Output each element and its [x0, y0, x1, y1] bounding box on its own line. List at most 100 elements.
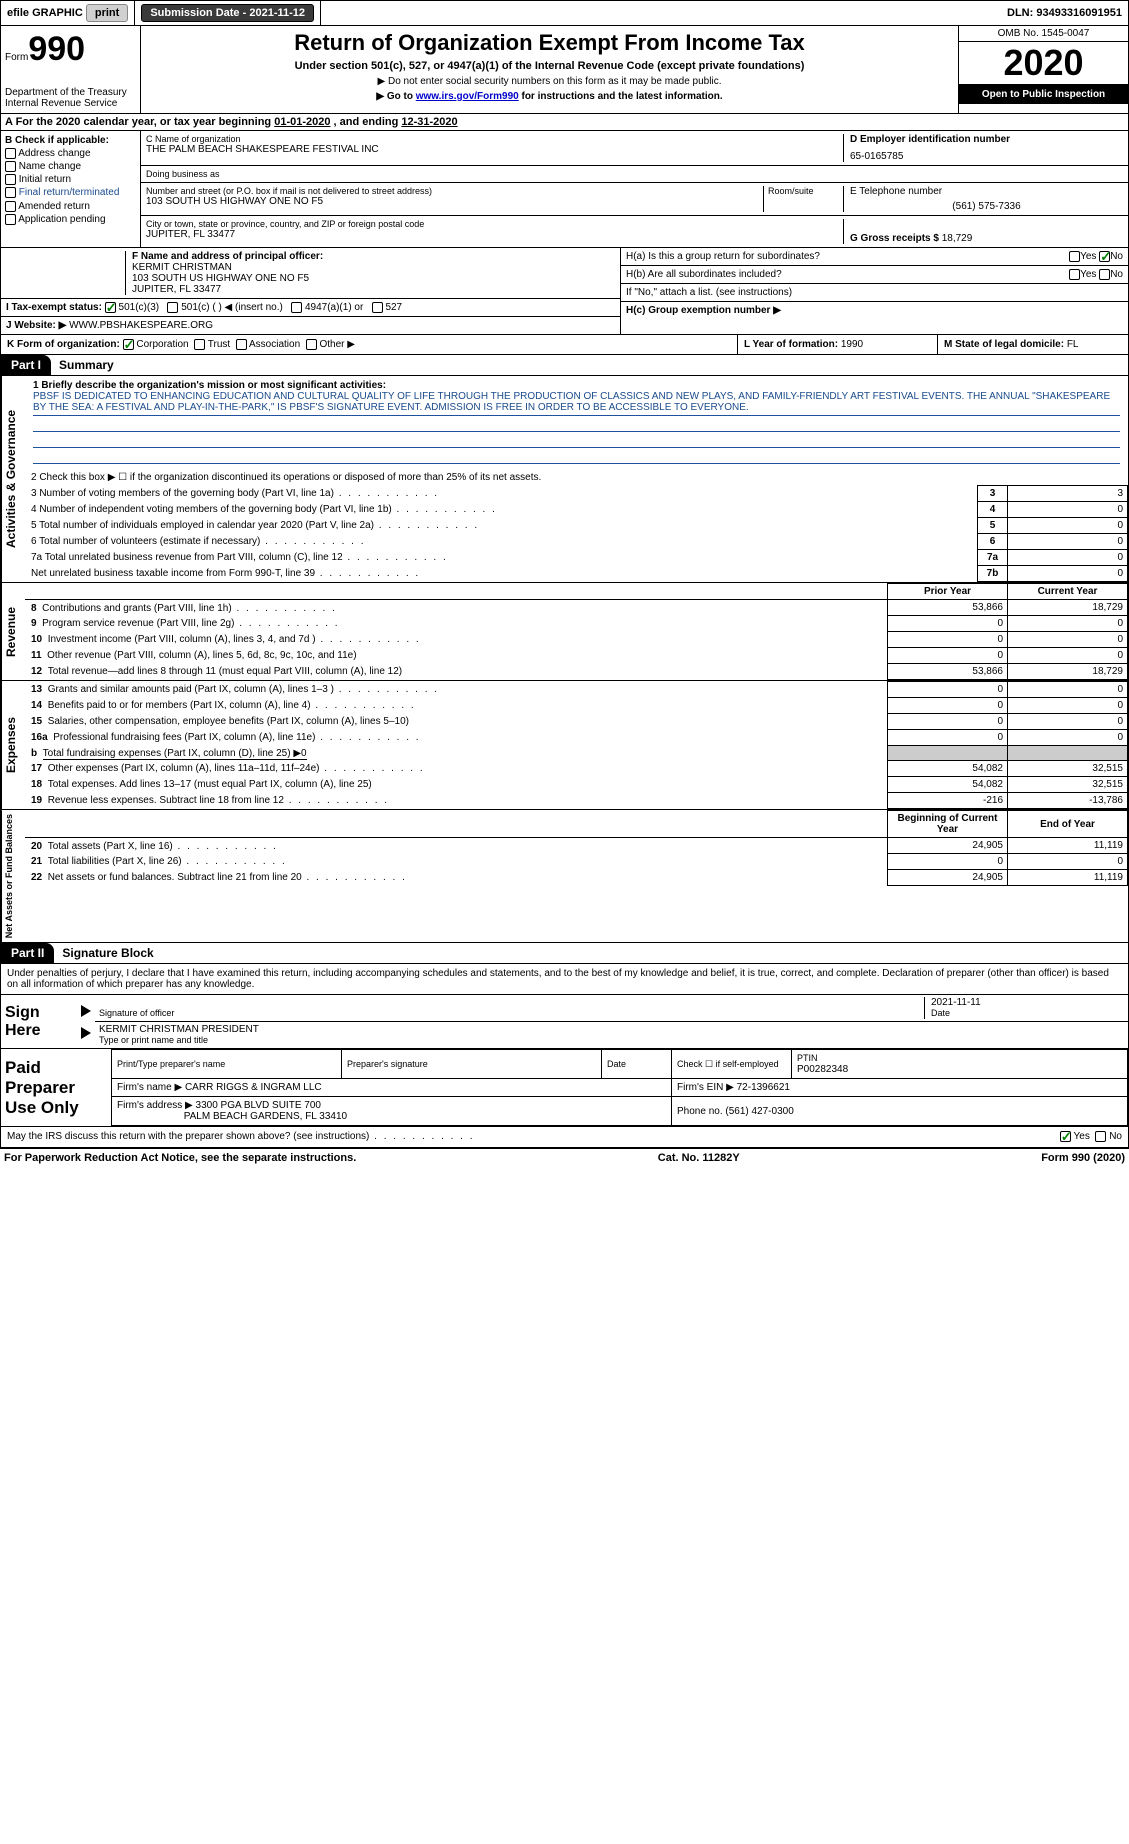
governance-section: Activities & Governance 1 Briefly descri…	[1, 376, 1128, 583]
irs-link[interactable]: www.irs.gov/Form990	[416, 91, 519, 102]
signature-block: Under penalties of perjury, I declare th…	[0, 964, 1129, 1147]
submission-date-button[interactable]: Submission Date - 2021-11-12	[141, 4, 314, 22]
form-of-org: K Form of organization: Corporation Trus…	[1, 335, 738, 354]
vlabel-netassets: Net Assets or Fund Balances	[1, 810, 25, 942]
print-button[interactable]: print	[86, 4, 128, 22]
paid-preparer-row: Paid Preparer Use Only Print/Type prepar…	[1, 1049, 1128, 1126]
cb-501c[interactable]	[167, 302, 178, 313]
line2: 2 Check this box ▶ ☐ if the organization…	[25, 470, 1128, 486]
line7b-label: Net unrelated business taxable income fr…	[25, 566, 978, 582]
section-b: B Check if applicable: Address change Na…	[1, 131, 141, 247]
cb-name-change[interactable]: Name change	[5, 161, 136, 172]
tax-year: 2020	[959, 42, 1128, 85]
entity-block: B Check if applicable: Address change Na…	[0, 131, 1129, 248]
cb-application-pending[interactable]: Application pending	[5, 214, 136, 225]
table-row: 13 Grants and similar amounts paid (Part…	[25, 682, 1128, 698]
street-cell: Number and street (or P.O. box if mail i…	[146, 186, 843, 212]
officer-name-title: KERMIT CHRISTMAN PRESIDENT	[99, 1024, 259, 1035]
table-row: b Total fundraising expenses (Part IX, c…	[25, 746, 1128, 761]
cb-501c3[interactable]	[105, 302, 116, 313]
line5-value: 0	[1008, 518, 1128, 534]
state-domicile: M State of legal domicile: FL	[938, 335, 1128, 354]
tax-exempt-status: I Tax-exempt status: 501(c)(3) 501(c) ( …	[1, 299, 620, 317]
line5-label: 5 Total number of individuals employed i…	[25, 518, 978, 534]
omb-number: OMB No. 1545-0047	[959, 26, 1128, 42]
cb-initial-return[interactable]: Initial return	[5, 174, 136, 185]
cb-trust[interactable]	[194, 339, 205, 350]
line3-value: 3	[1008, 486, 1128, 502]
org-name-cell: C Name of organization THE PALM BEACH SH…	[146, 134, 843, 162]
vlabel-revenue: Revenue	[1, 583, 25, 680]
group-exemption-row: H(c) Group exemption number ▶	[621, 302, 1128, 319]
penalty-statement: Under penalties of perjury, I declare th…	[1, 964, 1128, 995]
expenses-section: Expenses 13 Grants and similar amounts p…	[1, 681, 1128, 810]
summary-body: Activities & Governance 1 Briefly descri…	[0, 376, 1129, 943]
cb-4947[interactable]	[291, 302, 302, 313]
phone-value: (561) 575-7336	[850, 201, 1123, 212]
cb-discuss-no[interactable]	[1095, 1131, 1106, 1142]
firm-name: CARR RIGGS & INGRAM LLC	[185, 1082, 322, 1093]
arrow-icon	[81, 1027, 91, 1039]
part1-title: Summary	[51, 355, 122, 375]
website-row: J Website: ▶ WWW.PBSHAKESPEARE.ORG	[1, 317, 620, 334]
line7a-label: 7a Total unrelated business revenue from…	[25, 550, 978, 566]
dln: DLN: 93493316091951	[1001, 4, 1128, 22]
line4-label: 4 Number of independent voting members o…	[25, 502, 978, 518]
firm-addr1: 3300 PGA BLVD SUITE 700	[196, 1100, 321, 1111]
cb-hb-yes[interactable]	[1069, 269, 1080, 280]
form-title: Return of Organization Exempt From Incom…	[145, 30, 954, 56]
footer-right: Form 990 (2020)	[1041, 1152, 1125, 1164]
form-number-block: Form990 Department of the Treasury Inter…	[1, 26, 141, 113]
subordinates-row: H(b) Are all subordinates included? Yes …	[621, 266, 1128, 284]
part2-header: Part II Signature Block	[0, 943, 1129, 964]
efile-label: efile GRAPHIC print	[1, 1, 135, 25]
omb-year-block: OMB No. 1545-0047 2020 Open to Public In…	[958, 26, 1128, 113]
line7a-value: 0	[1008, 550, 1128, 566]
cb-association[interactable]	[236, 339, 247, 350]
submission-date-cell: Submission Date - 2021-11-12	[135, 1, 321, 25]
preparer-table: Print/Type preparer's name Preparer's si…	[111, 1049, 1128, 1126]
sign-here-row: Sign Here Signature of officer 2021-11-1…	[1, 995, 1128, 1049]
table-row: 15 Salaries, other compensation, employe…	[25, 714, 1128, 730]
form-header: Form990 Department of the Treasury Inter…	[0, 26, 1129, 114]
table-row: 11 Other revenue (Part VIII, column (A),…	[25, 648, 1128, 664]
cb-ha-no[interactable]	[1099, 251, 1110, 262]
cb-address-change[interactable]: Address change	[5, 148, 136, 159]
principal-officer: F Name and address of principal officer:…	[126, 251, 615, 295]
line6-value: 0	[1008, 534, 1128, 550]
cb-discuss-yes[interactable]	[1060, 1131, 1071, 1142]
hb-note: If "No," attach a list. (see instruction…	[621, 284, 1128, 302]
part1-header: Part I Summary	[0, 355, 1129, 376]
dba-cell: Doing business as	[146, 169, 843, 179]
goto-note: ▶ Go to www.irs.gov/Form990 for instruct…	[145, 91, 954, 102]
org-name: THE PALM BEACH SHAKESPEARE FESTIVAL INC	[146, 144, 843, 155]
paid-preparer-label: Paid Preparer Use Only	[1, 1049, 111, 1126]
arrow-icon	[81, 1005, 91, 1017]
cb-corporation[interactable]	[123, 339, 134, 350]
cb-527[interactable]	[372, 302, 383, 313]
revenue-section: Revenue Prior YearCurrent Year 8 Contrib…	[1, 583, 1128, 681]
netassets-section: Net Assets or Fund Balances Beginning of…	[1, 810, 1128, 942]
governance-table: 2 Check this box ▶ ☐ if the organization…	[25, 470, 1128, 582]
form-subtitle: Under section 501(c), 527, or 4947(a)(1)…	[145, 60, 954, 72]
table-row: 16a Professional fundraising fees (Part …	[25, 730, 1128, 746]
cb-other[interactable]	[306, 339, 317, 350]
b-title: B Check if applicable:	[5, 135, 109, 146]
officer-status-block: F Name and address of principal officer:…	[0, 248, 1129, 335]
table-row: 20 Total assets (Part X, line 16)24,9051…	[25, 838, 1128, 854]
sig-date: 2021-11-11	[931, 997, 981, 1008]
page-footer: For Paperwork Reduction Act Notice, see …	[0, 1148, 1129, 1167]
table-row: 18 Total expenses. Add lines 13–17 (must…	[25, 777, 1128, 793]
phone-cell: E Telephone number (561) 575-7336	[843, 186, 1123, 212]
part2-tab: Part II	[1, 943, 54, 963]
cb-ha-yes[interactable]	[1069, 251, 1080, 262]
website-url: WWW.PBSHAKESPEARE.ORG	[69, 320, 213, 331]
city-cell: City or town, state or province, country…	[146, 219, 843, 244]
cb-hb-no[interactable]	[1099, 269, 1110, 280]
table-row: 8 Contributions and grants (Part VIII, l…	[25, 600, 1128, 616]
cb-final-return[interactable]: Final return/terminated	[5, 187, 136, 198]
table-row: 14 Benefits paid to or for members (Part…	[25, 698, 1128, 714]
firm-ein: 72-1396621	[737, 1082, 790, 1093]
discuss-row: May the IRS discuss this return with the…	[1, 1126, 1128, 1146]
cb-amended-return[interactable]: Amended return	[5, 201, 136, 212]
